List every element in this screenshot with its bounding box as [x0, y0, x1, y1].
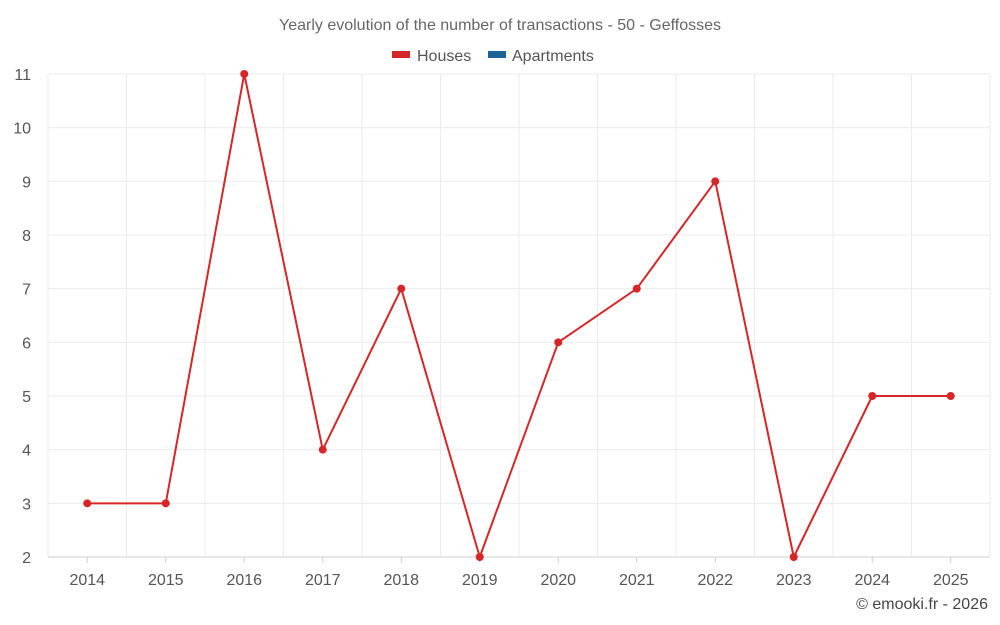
credit-text: © emooki.fr - 2026: [856, 596, 988, 613]
x-tick-label: 2023: [776, 572, 812, 589]
y-tick-label: 2: [22, 550, 31, 567]
data-point[interactable]: [318, 445, 327, 454]
x-tick-label: 2014: [69, 572, 105, 589]
axes: 2 3 4 5 6 7 8 9 10 11 2014 2015 2016 2017 2018 2019 2020…: [13, 67, 990, 589]
y-tick-label: 4: [22, 443, 31, 460]
data-point[interactable]: [240, 70, 249, 78]
y-tick-label: 7: [22, 282, 31, 299]
x-tick-label: 2025: [933, 572, 969, 589]
data-point[interactable]: [554, 338, 563, 347]
data-point[interactable]: [161, 499, 170, 508]
legend-label-houses[interactable]: Houses: [417, 48, 471, 65]
y-tick-label: 5: [22, 389, 31, 406]
data-point[interactable]: [397, 284, 406, 293]
y-tick-label: 6: [22, 335, 31, 352]
chart-title: Yearly evolution of the number of transa…: [279, 17, 721, 34]
data-point[interactable]: [632, 284, 641, 293]
x-tick-label: 2018: [383, 572, 419, 589]
x-tick-label: 2022: [697, 572, 733, 589]
series-line-houses: [87, 73, 951, 558]
data-point[interactable]: [946, 392, 955, 400]
data-point[interactable]: [83, 499, 92, 508]
data-point[interactable]: [789, 553, 798, 561]
x-tick-label: 2016: [226, 572, 262, 589]
y-tick-label: 8: [22, 228, 31, 245]
x-tick-label: 2024: [854, 572, 890, 589]
x-tick-label: 2017: [305, 572, 341, 589]
grid: [47, 73, 991, 558]
legend-swatch-apartments: [488, 51, 506, 58]
data-point[interactable]: [711, 177, 720, 186]
x-tick-label: 2021: [619, 572, 655, 589]
legend: Houses Apartments: [392, 48, 594, 65]
series-houses: [83, 70, 955, 561]
x-tick-label: 2015: [148, 572, 184, 589]
data-point[interactable]: [475, 553, 484, 561]
x-tick-label: 2020: [540, 572, 576, 589]
x-tick-label: 2019: [462, 572, 498, 589]
y-tick-label: 10: [13, 121, 31, 138]
legend-swatch-houses: [392, 51, 410, 58]
y-tick-label: 11: [14, 67, 31, 84]
y-tick-label: 3: [22, 496, 31, 513]
data-point[interactable]: [868, 392, 877, 400]
legend-label-apartments[interactable]: Apartments: [512, 48, 594, 65]
y-tick-label: 9: [22, 174, 31, 191]
